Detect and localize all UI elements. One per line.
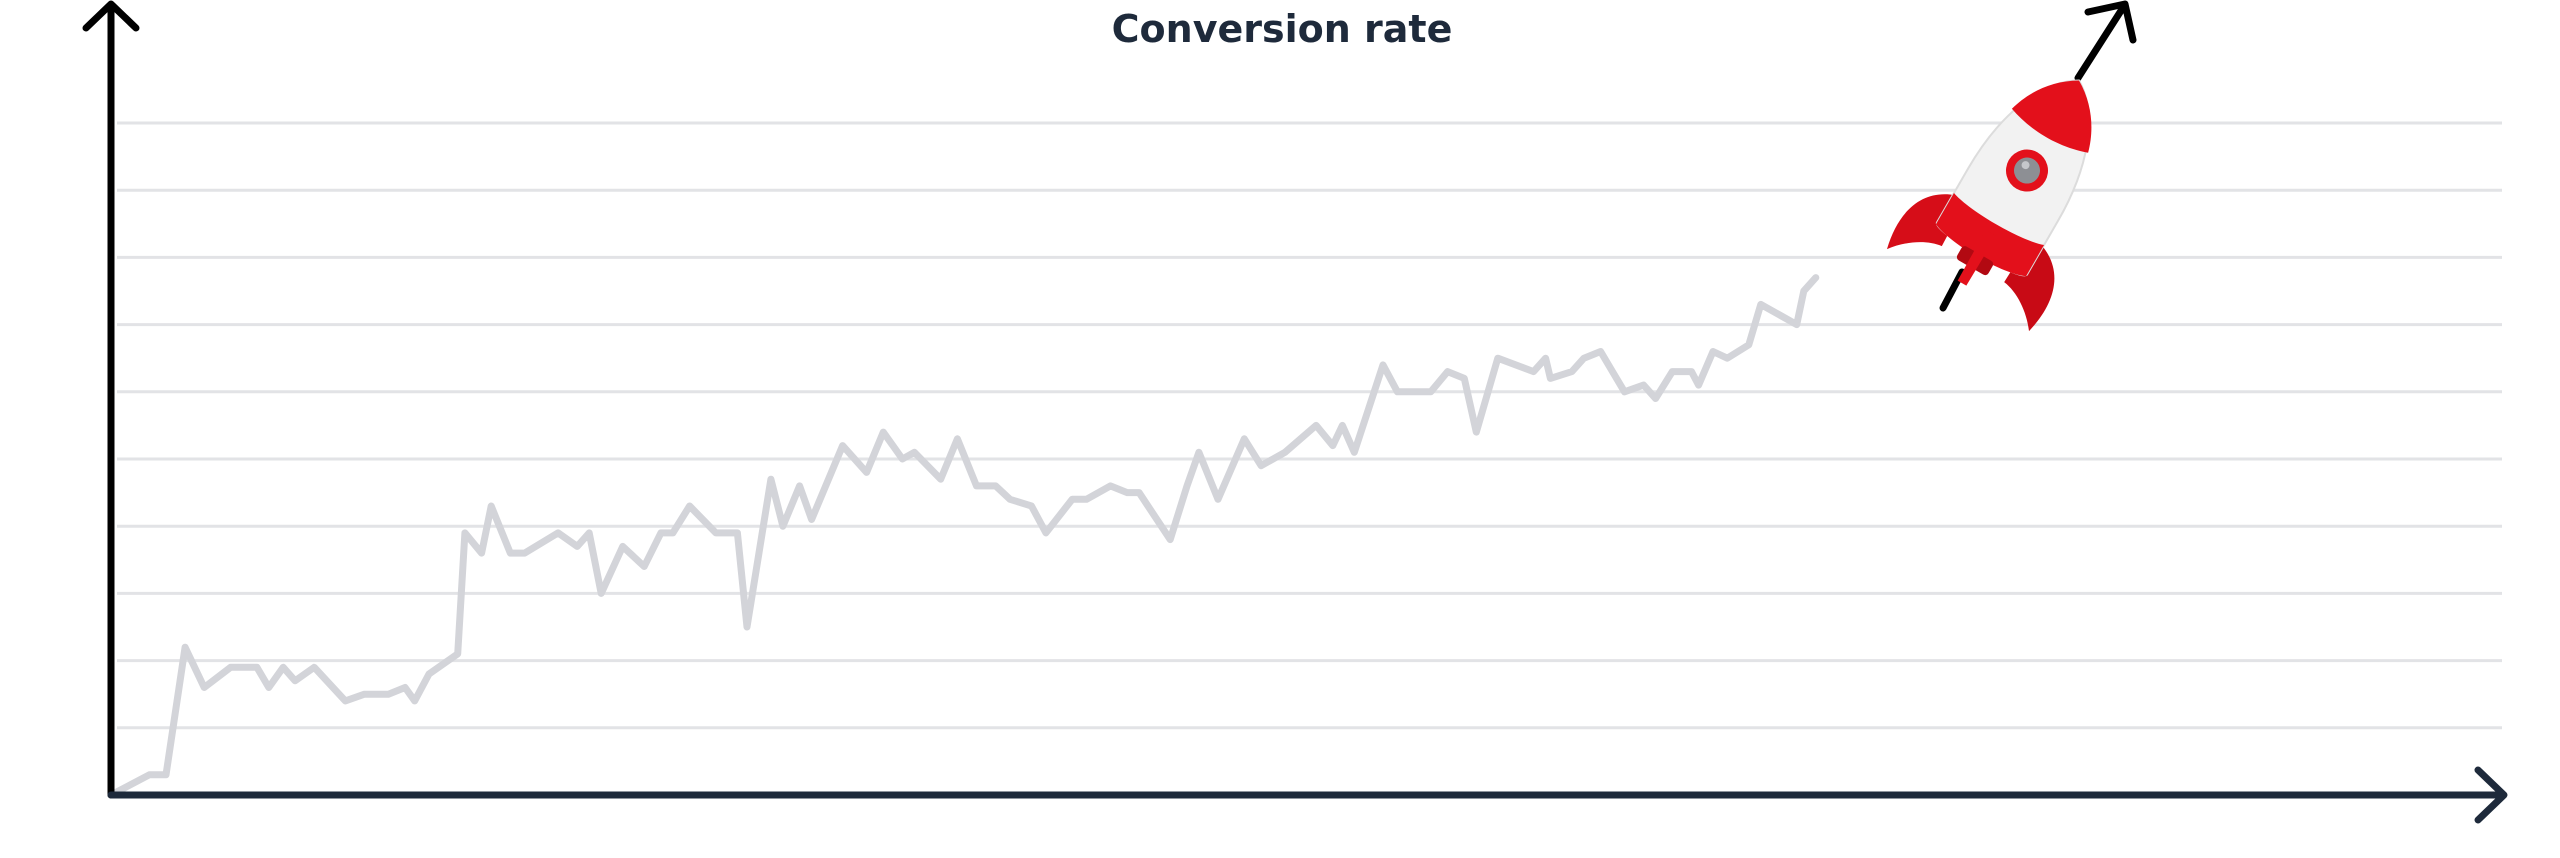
trend-arrow-tail <box>1939 268 1966 312</box>
series-line-0 <box>107 274 1820 799</box>
gridlines <box>117 121 2502 730</box>
trend-arrow-shaft <box>2074 2 2128 82</box>
series-line-group <box>107 274 1820 799</box>
x-axis-arrowhead-icon <box>2474 766 2508 824</box>
y-axis-arrowhead-icon <box>82 0 140 32</box>
rocket-icon <box>1886 79 2092 332</box>
chart-title: Conversion rate <box>1112 7 1453 51</box>
trend-arrow-icon <box>2084 0 2137 44</box>
